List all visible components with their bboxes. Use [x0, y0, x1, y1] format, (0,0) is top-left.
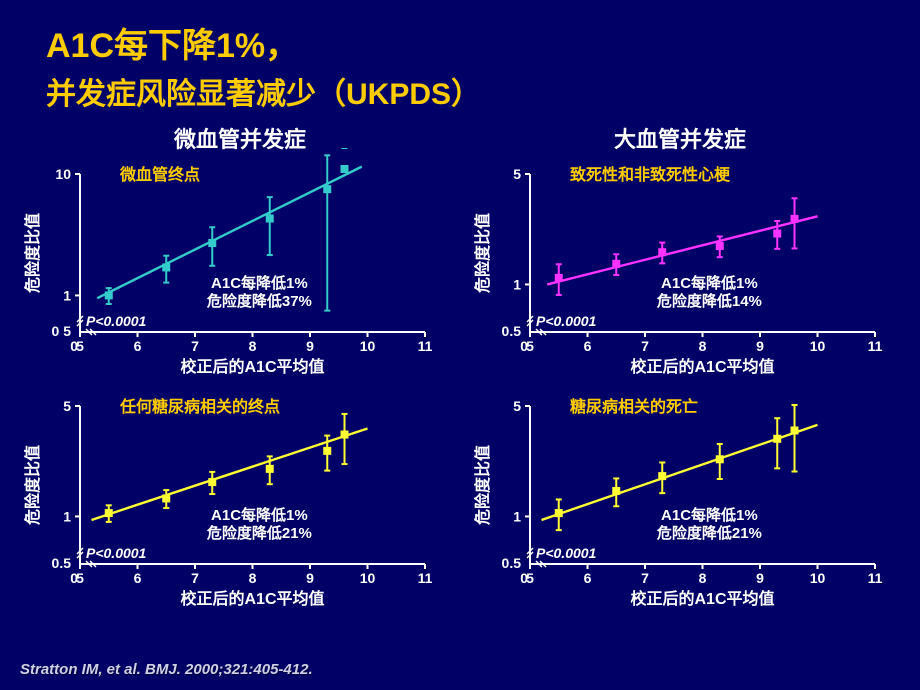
- y-axis-label: 危险度比值: [473, 213, 492, 293]
- data-point: [208, 239, 216, 247]
- data-point: [716, 242, 724, 250]
- data-point: [105, 509, 113, 517]
- xtick-label: 7: [191, 338, 199, 354]
- xtick-label: 8: [249, 338, 257, 354]
- series-legend: 糖尿病相关的死亡: [570, 397, 698, 416]
- p-value: P<0.0001: [536, 545, 597, 561]
- xtick-label: 7: [191, 570, 199, 586]
- annotation-line2: 危险度降低37%: [207, 292, 312, 310]
- y-axis-label: 危险度比值: [23, 445, 42, 525]
- x-axis-label: 校正后的A1C平均值: [180, 589, 324, 608]
- ytick-label: 1: [63, 508, 71, 524]
- data-point: [266, 465, 274, 473]
- xtick-label: 7: [641, 338, 649, 354]
- xtick-label: 10: [810, 570, 826, 586]
- data-point: [555, 274, 563, 282]
- p-value: P<0.0001: [536, 313, 597, 329]
- annotation-line1: A1C每降低1%: [661, 506, 758, 524]
- p-value: P<0.0001: [86, 313, 147, 329]
- xtick-label: 6: [584, 338, 592, 354]
- y-axis-label: 危险度比值: [473, 445, 492, 525]
- xtick-label: 9: [756, 338, 764, 354]
- ytick-label: 0.5: [52, 555, 72, 571]
- xtick-label: 10: [810, 338, 826, 354]
- ytick-label: 0 5: [52, 323, 72, 339]
- xtick-label: 6: [584, 570, 592, 586]
- ytick-label: 1: [513, 276, 521, 292]
- data-point: [162, 263, 170, 271]
- data-point: [791, 426, 799, 434]
- xtick-label: 8: [699, 338, 707, 354]
- chart-any_endpoint: 150.50567891011危险度比值校正后的A1C平均值任何糖尿病相关的终点…: [20, 380, 440, 610]
- xtick-label: 6: [134, 338, 142, 354]
- slide-title: A1C每下降1%， 并发症风险显著减少（UKPDS）: [0, 0, 920, 113]
- xtick-label: 5: [526, 338, 534, 354]
- ytick-label: 10: [55, 166, 71, 182]
- data-point: [612, 487, 620, 495]
- chart-mi: 150.50567891011危险度比值校正后的A1C平均值致死性和非致死性心梗…: [470, 148, 890, 378]
- ytick-label: 0.5: [502, 323, 522, 339]
- series-legend: 微血管终点: [119, 165, 200, 184]
- xtick-label: 5: [76, 338, 84, 354]
- xtick-label: 9: [756, 570, 764, 586]
- x-axis-label: 校正后的A1C平均值: [630, 589, 774, 608]
- data-point: [341, 165, 349, 173]
- title-line1: A1C每下降1%，: [46, 27, 299, 65]
- xtick-label: 8: [699, 570, 707, 586]
- xtick-label: 9: [306, 338, 314, 354]
- data-point: [341, 431, 349, 439]
- data-point: [162, 494, 170, 502]
- data-point: [555, 509, 563, 517]
- citation: Stratton IM, et al. BMJ. 2000;321:405-41…: [20, 661, 313, 678]
- annotation-line2: 危险度降低21%: [207, 524, 312, 542]
- x-axis-label: 校正后的A1C平均值: [630, 357, 774, 376]
- xtick-label: 11: [418, 570, 433, 586]
- chart-death: 150.50567891011危险度比值校正后的A1C平均值糖尿病相关的死亡A1…: [470, 380, 890, 610]
- ytick-label: 5: [513, 398, 521, 414]
- xtick-label: 11: [868, 570, 883, 586]
- ytick-label: 1: [513, 508, 521, 524]
- annotation-line1: A1C每降低1%: [211, 274, 308, 292]
- ytick-label: 0.5: [502, 555, 522, 571]
- xtick-label: 7: [641, 570, 649, 586]
- annotation-line2: 危险度降低21%: [657, 524, 762, 542]
- data-point: [658, 248, 666, 256]
- data-point: [323, 185, 331, 193]
- title-line2: 并发症风险显著减少（UKPDS）: [46, 69, 920, 113]
- xtick-label: 10: [360, 338, 376, 354]
- ytick-label: 5: [63, 398, 71, 414]
- xtick-label: 9: [306, 570, 314, 586]
- series-legend: 任何糖尿病相关的终点: [119, 397, 280, 416]
- xtick-label: 5: [526, 570, 534, 586]
- data-point: [773, 435, 781, 443]
- ytick-label: 1: [63, 287, 71, 303]
- data-point: [323, 447, 331, 455]
- data-point: [266, 215, 274, 223]
- series-legend: 致死性和非致死性心梗: [570, 165, 731, 184]
- data-point: [716, 455, 724, 463]
- xtick-label: 11: [418, 338, 433, 354]
- ytick-label: 5: [513, 166, 521, 182]
- data-point: [208, 478, 216, 486]
- xtick-label: 8: [249, 570, 257, 586]
- data-point: [612, 260, 620, 268]
- annotation-line1: A1C每降低1%: [661, 274, 758, 292]
- data-point: [105, 291, 113, 299]
- data-point: [773, 230, 781, 238]
- xtick-label: 6: [134, 570, 142, 586]
- xtick-label: 5: [76, 570, 84, 586]
- annotation-line2: 危险度降低14%: [657, 292, 762, 310]
- y-axis-label: 危险度比值: [23, 213, 42, 293]
- x-axis-label: 校正后的A1C平均值: [180, 357, 324, 376]
- data-point: [791, 215, 799, 223]
- chart-grid: 微血管并发症 大血管并发症 1100 50567891011危险度比值校正后的A…: [20, 130, 900, 620]
- xtick-label: 10: [360, 570, 376, 586]
- annotation-line1: A1C每降低1%: [211, 506, 308, 524]
- p-value: P<0.0001: [86, 545, 147, 561]
- chart-micro_endpoint: 1100 50567891011危险度比值校正后的A1C平均值微血管终点A1C每…: [20, 148, 440, 378]
- data-point: [658, 472, 666, 480]
- xtick-label: 11: [868, 338, 883, 354]
